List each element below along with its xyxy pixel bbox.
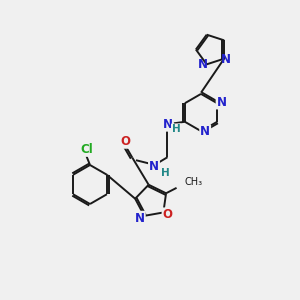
Text: O: O	[163, 208, 172, 221]
Text: O: O	[120, 135, 130, 148]
Text: N: N	[149, 160, 159, 173]
Text: CH₃: CH₃	[185, 178, 203, 188]
Text: H: H	[172, 124, 181, 134]
Text: N: N	[163, 118, 172, 131]
Text: H: H	[161, 168, 170, 178]
Text: N: N	[135, 212, 145, 225]
Text: N: N	[200, 125, 210, 138]
Text: Cl: Cl	[80, 143, 93, 156]
Text: N: N	[197, 58, 208, 71]
Text: N: N	[217, 95, 226, 109]
Text: N: N	[220, 53, 231, 66]
